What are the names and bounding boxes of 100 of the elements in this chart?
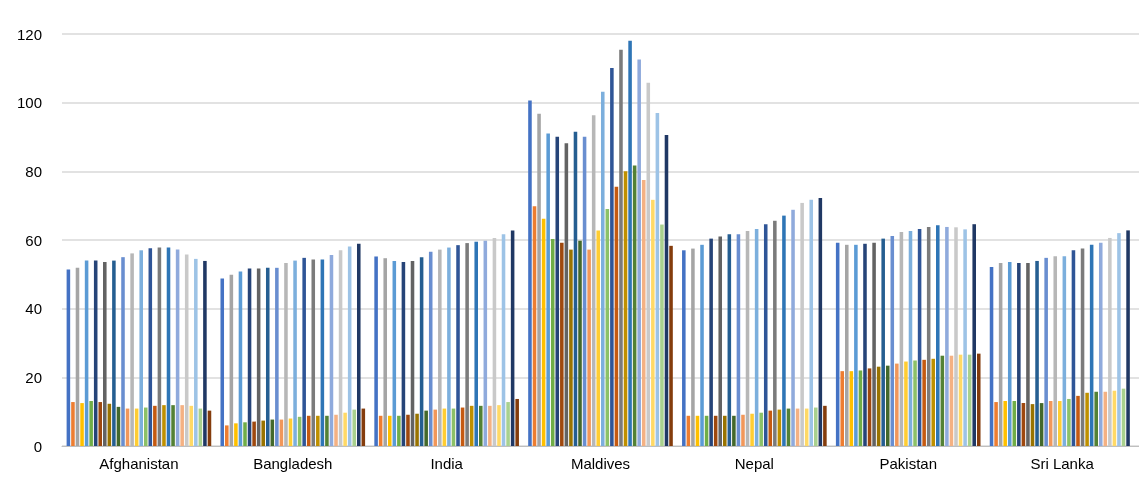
bar — [356, 243, 361, 446]
bar — [143, 407, 148, 446]
bar — [334, 414, 338, 446]
y-tick-label: 60 — [25, 231, 42, 249]
bar — [225, 425, 229, 446]
bar — [578, 240, 582, 446]
bar — [139, 250, 143, 446]
bar — [814, 407, 818, 446]
bar — [963, 229, 967, 446]
bar — [1076, 395, 1080, 446]
bar — [302, 257, 306, 446]
bar — [994, 402, 998, 446]
bar — [773, 220, 777, 446]
bar — [275, 267, 279, 446]
x-tick-label: Bangladesh — [253, 455, 333, 472]
bar — [1026, 263, 1030, 446]
bar — [171, 405, 175, 446]
bar — [596, 230, 600, 446]
bar — [406, 414, 410, 446]
bar — [791, 209, 795, 446]
bar — [1126, 230, 1130, 446]
y-tick-label: 80 — [25, 162, 42, 180]
bar — [945, 226, 949, 446]
bar — [488, 405, 492, 446]
bar — [863, 243, 867, 446]
bar — [71, 402, 75, 446]
bar — [383, 258, 387, 446]
bar — [809, 199, 814, 446]
bar — [840, 371, 845, 446]
bar — [515, 398, 519, 446]
bar — [759, 412, 763, 446]
bar — [913, 360, 917, 446]
y-tick-label: 0 — [33, 437, 42, 455]
bar — [1098, 242, 1103, 446]
bar — [732, 415, 736, 446]
bar — [261, 420, 265, 446]
bar — [628, 40, 632, 446]
y-tick-label: 20 — [25, 368, 42, 386]
bar — [682, 250, 686, 446]
bar — [587, 249, 591, 446]
bar — [316, 415, 320, 446]
bar — [374, 256, 378, 446]
bar — [220, 278, 225, 446]
bar — [456, 245, 460, 446]
bar — [433, 409, 438, 446]
bar — [1085, 392, 1089, 446]
x-tick-label: Sri Lanka — [1030, 455, 1095, 472]
bar — [854, 244, 858, 446]
bar — [691, 248, 695, 446]
bar — [203, 260, 207, 446]
bar — [465, 243, 469, 446]
bar — [424, 410, 428, 446]
x-tick-label: Maldives — [570, 455, 631, 472]
bar — [723, 415, 727, 446]
bar — [1058, 401, 1062, 446]
bar — [936, 225, 940, 446]
bar — [1007, 261, 1012, 446]
bar — [872, 242, 876, 446]
bar — [89, 401, 93, 446]
bar — [189, 405, 194, 446]
bar — [660, 224, 664, 446]
bar — [243, 422, 247, 446]
bar — [823, 405, 827, 446]
bar — [546, 133, 550, 446]
bar — [895, 363, 899, 446]
bar — [637, 59, 641, 446]
bar — [750, 413, 754, 446]
bar — [904, 361, 908, 446]
bar — [709, 238, 713, 446]
bar — [718, 236, 722, 446]
bar — [1094, 391, 1098, 446]
bar — [782, 215, 786, 446]
y-tick-label: 120 — [16, 25, 42, 43]
bar — [972, 224, 976, 446]
x-tick-label: Afghanistan — [99, 455, 179, 472]
bar — [325, 415, 329, 446]
x-tick-label: Nepal — [734, 455, 774, 472]
bar — [528, 100, 532, 446]
bar — [931, 358, 936, 446]
bar — [103, 261, 107, 446]
bar — [601, 91, 605, 446]
bar — [619, 49, 623, 446]
bar — [700, 244, 704, 446]
x-tick-label: Pakistan — [879, 455, 937, 472]
bar — [234, 423, 238, 446]
bar — [1044, 257, 1048, 446]
bar — [976, 353, 981, 446]
bar — [845, 244, 849, 446]
x-tick-label: India — [430, 455, 464, 472]
bar — [387, 415, 392, 446]
bar — [252, 421, 256, 446]
bar — [537, 113, 541, 446]
bar — [343, 412, 347, 446]
bar — [560, 242, 564, 446]
bar — [497, 405, 501, 446]
bar — [415, 413, 419, 446]
bar — [397, 415, 401, 446]
bar — [98, 402, 103, 446]
bar — [555, 136, 560, 446]
bar — [741, 414, 745, 446]
